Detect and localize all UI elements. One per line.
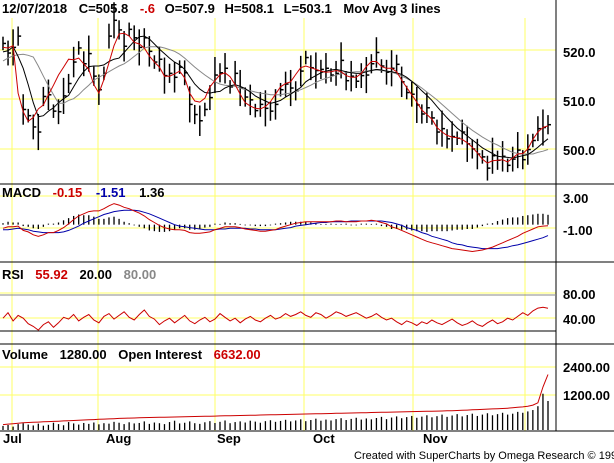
month-label-aug: Aug bbox=[106, 431, 131, 446]
moving-average-black-line bbox=[2, 35, 549, 159]
rsi-label-line: RSI 55.92 20.00 80.00 bbox=[2, 267, 156, 282]
open-interest-label: Open Interest bbox=[118, 347, 202, 362]
macd-label-line: MACD -0.15 -1.51 1.36 bbox=[2, 185, 164, 200]
macd-tick-3: 3.00 bbox=[563, 191, 588, 206]
open-interest-line bbox=[2, 374, 549, 426]
header-indicator: Mov Avg 3 lines bbox=[343, 1, 440, 16]
volume-label-line: Volume 1280.00 Open Interest 6632.00 bbox=[2, 347, 261, 362]
rsi-value-black: 20.00 bbox=[79, 267, 112, 282]
price-panel bbox=[2, 2, 551, 181]
month-label-jul: Jul bbox=[3, 431, 22, 446]
header-high: H=508.1 bbox=[225, 1, 275, 16]
month-label-nov: Nov bbox=[423, 431, 448, 446]
macd-label: MACD bbox=[2, 185, 41, 200]
price-tick-510: 510.0 bbox=[563, 94, 596, 109]
price-tick-520: 520.0 bbox=[563, 45, 596, 60]
header-low: L=503.1 bbox=[284, 1, 332, 16]
volume-label: Volume bbox=[2, 347, 48, 362]
header-close: C=505.8 bbox=[79, 1, 129, 16]
month-label-sep: Sep bbox=[217, 431, 241, 446]
volume-tick-1200: 1200.00 bbox=[563, 388, 610, 403]
rsi-tick-40: 40.00 bbox=[563, 312, 596, 327]
rsi-label: RSI bbox=[2, 267, 24, 282]
volume-panel bbox=[2, 374, 549, 430]
macd-value-red: -0.15 bbox=[53, 185, 83, 200]
rsi-value-red: 55.92 bbox=[35, 267, 68, 282]
header-date: 12/07/2018 bbox=[2, 1, 67, 16]
open-interest-value: 6632.00 bbox=[214, 347, 261, 362]
rsi-line bbox=[2, 306, 549, 331]
month-label-oct: Oct bbox=[313, 431, 335, 446]
macd-tick-neg1: -1.00 bbox=[563, 223, 593, 238]
volume-tick-2400: 2400.00 bbox=[563, 360, 610, 375]
price-tick-500: 500.0 bbox=[563, 143, 596, 158]
rsi-panel bbox=[2, 306, 549, 331]
header-line: 12/07/2018 C=505.8 -.6 O=507.9 H=508.1 L… bbox=[2, 1, 441, 16]
volume-bars bbox=[2, 393, 549, 430]
rsi-value-gray: 80.00 bbox=[124, 267, 157, 282]
macd-panel bbox=[2, 203, 549, 253]
moving-average-red-line bbox=[2, 32, 549, 164]
panel-separators bbox=[0, 0, 614, 432]
credit-text: Created with SuperCharts by Omega Resear… bbox=[354, 450, 614, 462]
header-change: -.6 bbox=[140, 1, 155, 16]
volume-value: 1280.00 bbox=[60, 347, 107, 362]
price-bars bbox=[2, 2, 551, 181]
macd-value-black: 1.36 bbox=[139, 185, 164, 200]
rsi-tick-80: 80.00 bbox=[563, 287, 596, 302]
macd-line bbox=[2, 203, 549, 253]
header-open: O=507.9 bbox=[165, 1, 215, 16]
macd-value-blue: -1.51 bbox=[96, 185, 126, 200]
